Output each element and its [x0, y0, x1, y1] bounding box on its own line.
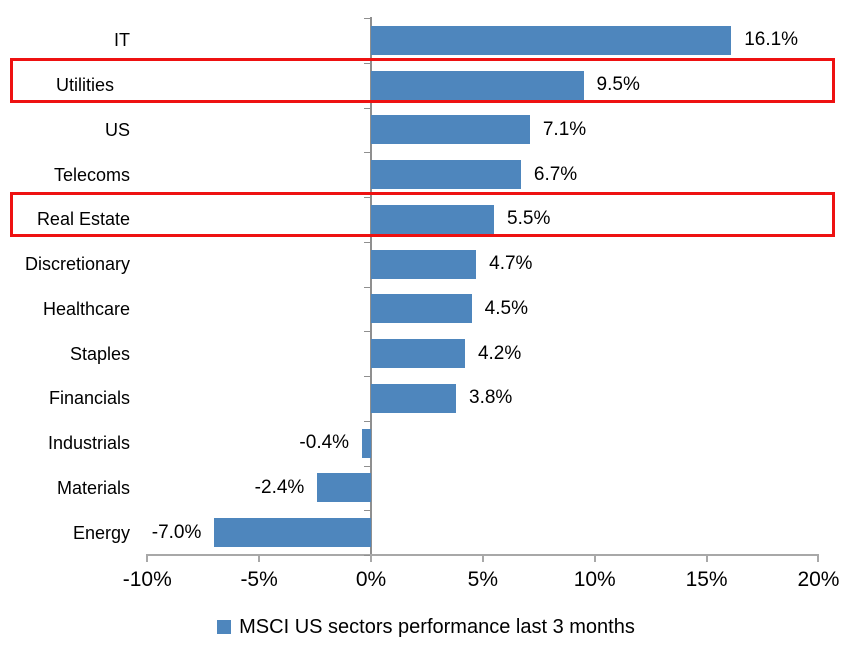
- data-label: 6.7%: [533, 163, 578, 185]
- category-axis-tick: [364, 287, 371, 288]
- data-label: 4.2%: [477, 342, 522, 364]
- data-label: 9.5%: [596, 74, 640, 96]
- value-axis-tick: [817, 554, 820, 562]
- data-label: 5.5%: [507, 208, 551, 230]
- value-axis-tick: [146, 554, 149, 562]
- bar: [371, 25, 732, 55]
- legend-swatch-icon: [217, 620, 232, 634]
- category-axis-tick: [364, 152, 371, 153]
- category-axis-tick: [364, 18, 371, 19]
- value-axis-tick-label: -10%: [122, 568, 172, 591]
- value-axis-tick-label: 10%: [573, 568, 616, 591]
- value-axis-tick-label: -5%: [240, 568, 278, 591]
- legend-label: MSCI US sectors performance last 3 month…: [239, 616, 635, 638]
- value-axis-tick-label: 5%: [467, 568, 499, 591]
- category-axis-tick: [364, 421, 371, 422]
- legend: MSCI US sectors performance last 3 month…: [0, 612, 852, 642]
- value-axis-tick-label: 0%: [355, 568, 387, 591]
- bar: [371, 160, 521, 190]
- bar: [317, 473, 371, 503]
- bar: [371, 204, 495, 234]
- category-axis-tick: [364, 331, 371, 332]
- category-axis-tick: [364, 63, 371, 64]
- bar: [371, 249, 477, 279]
- bar: [362, 428, 371, 458]
- category-axis-tick: [364, 466, 371, 467]
- value-axis-tick: [370, 554, 372, 562]
- bar: [371, 70, 584, 100]
- value-axis-tick: [705, 554, 708, 562]
- value-axis-tick-label: 20%: [797, 568, 840, 591]
- data-label: -7.0%: [151, 521, 202, 543]
- category-label: Financials: [48, 388, 130, 409]
- value-axis-tick: [593, 554, 596, 562]
- value-axis-tick-label: 15%: [685, 568, 728, 591]
- category-label: Healthcare: [42, 298, 130, 319]
- category-label: US: [104, 119, 130, 140]
- category-label: Real Estate: [36, 209, 130, 230]
- category-label: Discretionary: [24, 254, 130, 275]
- value-axis-tick: [258, 554, 261, 562]
- category-axis-tick: [364, 555, 371, 556]
- category-axis-tick: [364, 376, 371, 377]
- bar: [371, 294, 472, 324]
- data-label: -2.4%: [254, 476, 305, 498]
- category-axis-tick: [364, 242, 371, 243]
- value-axis-tick: [481, 554, 484, 562]
- category-label: IT: [114, 30, 130, 51]
- data-label: 3.8%: [469, 387, 513, 409]
- category-axis-line: [370, 17, 372, 555]
- category-axis-tick: [364, 197, 371, 198]
- bar: [371, 383, 457, 413]
- data-label: 16.1%: [744, 29, 799, 51]
- category-label: Energy: [72, 522, 130, 543]
- category-label: Telecoms: [53, 164, 130, 185]
- category-label: Utilities: [55, 75, 114, 96]
- category-label: Industrials: [47, 433, 130, 454]
- highlight-box: [10, 192, 835, 237]
- bar: [214, 518, 371, 548]
- category-axis-tick: [364, 108, 371, 109]
- data-label: 7.1%: [542, 118, 587, 140]
- category-label: Staples: [69, 343, 130, 364]
- data-label: 4.7%: [489, 253, 533, 275]
- category-label: Materials: [56, 477, 130, 498]
- category-axis-tick: [364, 510, 371, 511]
- bar: [371, 115, 530, 145]
- bar: [371, 339, 465, 369]
- data-label: 4.5%: [484, 297, 528, 319]
- data-label: -0.4%: [299, 432, 350, 454]
- highlight-box: [10, 57, 835, 103]
